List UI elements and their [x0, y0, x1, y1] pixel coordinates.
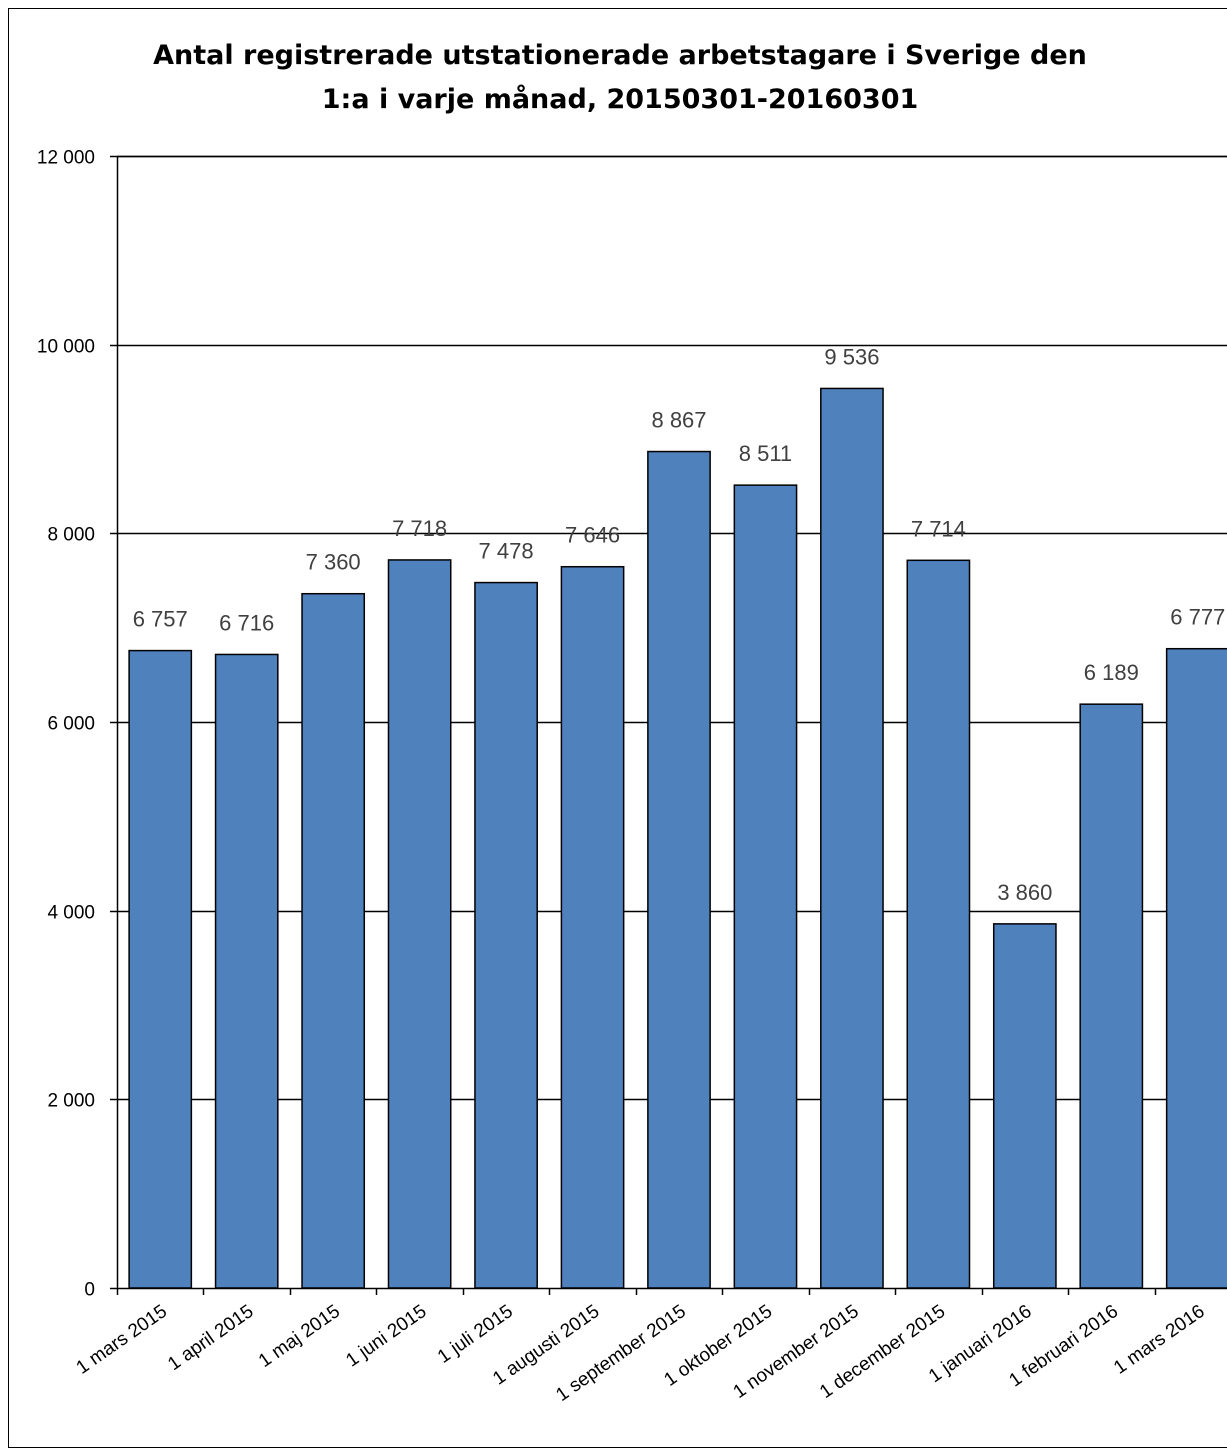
y-tick-labels: 0 2 000 4 000 6 000 8 000 10 000 12 000: [37, 148, 95, 1301]
data-label: 8 867: [651, 408, 706, 433]
y-tick-label: 2 000: [47, 1091, 95, 1112]
y-tick-label: 6 000: [47, 714, 95, 735]
bar: [388, 560, 450, 1288]
data-label: 7 360: [306, 550, 361, 575]
bar: [821, 388, 883, 1288]
data-label: 9 536: [824, 344, 879, 369]
data-label: 7 478: [479, 539, 534, 564]
bar: [734, 485, 796, 1288]
x-tick-label: 1 juni 2015: [342, 1301, 430, 1372]
bar: [1167, 649, 1227, 1288]
bar: [648, 452, 710, 1288]
bar: [994, 924, 1056, 1288]
y-tick-label: 12 000: [37, 148, 95, 169]
x-tick-label: 1 mars 2015: [73, 1301, 172, 1379]
bar: [302, 594, 364, 1288]
x-tick-label: 1 maj 2015: [255, 1301, 344, 1372]
y-tick-label: 10 000: [37, 337, 95, 358]
bar: [907, 560, 969, 1288]
y-tick-label: 0: [84, 1280, 95, 1301]
bar: [561, 567, 623, 1288]
bars: [129, 388, 1227, 1288]
x-tick-label: 1 juli 2015: [434, 1301, 517, 1368]
data-label: 7 718: [392, 516, 447, 541]
data-label: 6 757: [133, 607, 188, 632]
data-label: 7 646: [565, 523, 620, 548]
bar: [216, 654, 278, 1288]
x-tick-label: 1 april 2015: [164, 1301, 257, 1375]
y-tick-label: 8 000: [47, 525, 95, 546]
bar: [129, 651, 191, 1288]
data-label: 6 189: [1084, 660, 1139, 685]
data-label: 6 777: [1170, 605, 1225, 630]
data-label: 6 716: [219, 610, 274, 635]
x-tick-label: 1 mars 2016: [1110, 1301, 1209, 1379]
data-label: 7 714: [911, 516, 966, 541]
bar: [1080, 704, 1142, 1288]
data-label: 8 511: [739, 441, 792, 466]
data-label: 3 860: [997, 880, 1052, 905]
bar: [475, 583, 537, 1288]
y-tick-label: 4 000: [47, 903, 95, 924]
